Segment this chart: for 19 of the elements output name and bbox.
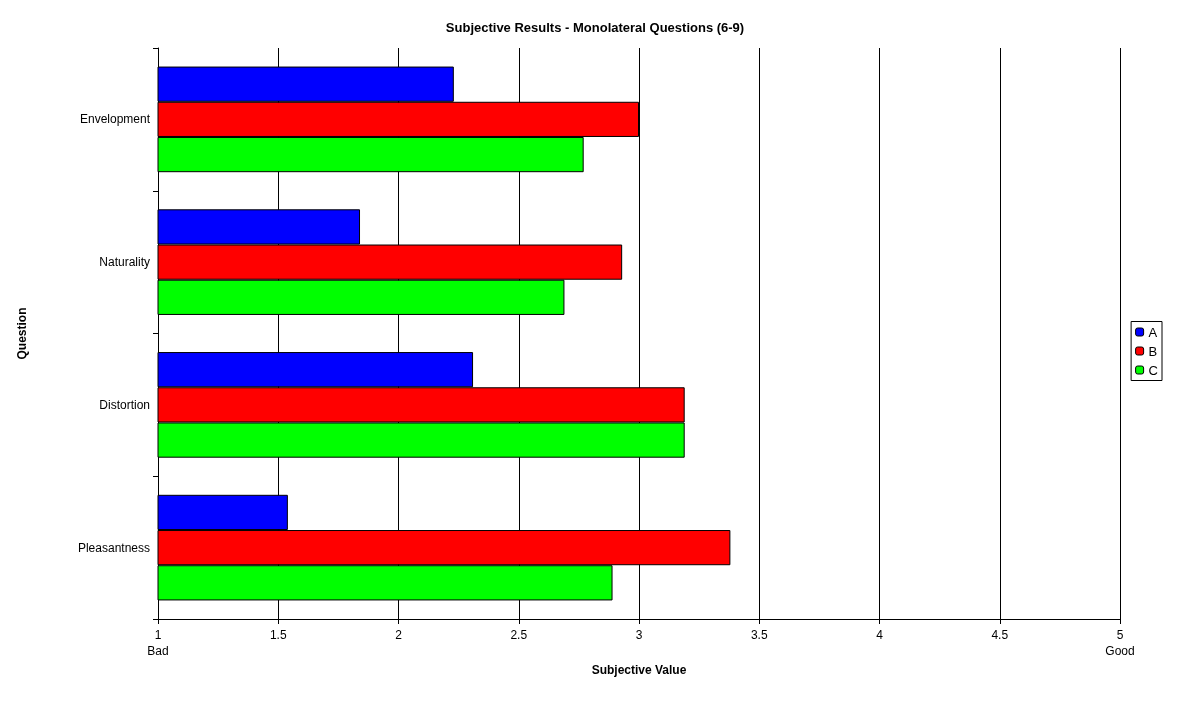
x-tick-label: 2.5 xyxy=(510,628,528,642)
y-tick-label: Envelopment xyxy=(79,112,151,127)
chart-title: Subjective Results - Monolateral Questions (6-9) xyxy=(445,20,745,35)
x-tick-label: 1.5 xyxy=(269,628,287,642)
y-tick-label: Distortion xyxy=(99,397,150,412)
x-tick-label: 3.5 xyxy=(750,628,768,642)
legend-label: A xyxy=(1148,324,1158,340)
x-tick-label: 4.5 xyxy=(991,628,1009,642)
x-tick-label: 4 xyxy=(876,628,884,642)
x-tick-label: 5 Good xyxy=(1105,628,1135,658)
y-tick-label: Naturality xyxy=(99,255,150,270)
y-tick-label: Pleasantness xyxy=(77,540,150,555)
legend-label: B xyxy=(1148,343,1158,359)
x-tick-label: 2 xyxy=(395,628,403,642)
x-tick-label: 1 Bad xyxy=(147,628,169,658)
legend-label: C xyxy=(1148,362,1158,378)
x-axis-title: Subjective Value xyxy=(591,662,687,677)
x-tick-label: 3 xyxy=(635,628,643,642)
y-axis-title: Question xyxy=(15,307,29,360)
